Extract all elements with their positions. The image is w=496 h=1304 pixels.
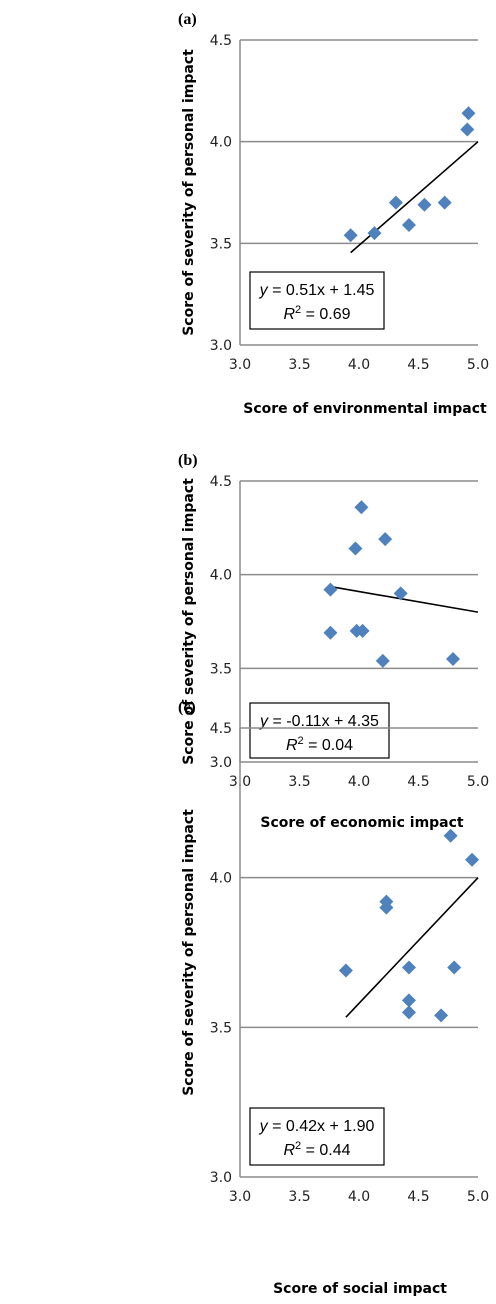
panel-label: (b): [178, 452, 198, 469]
x-tick-label: 4.0: [348, 357, 370, 373]
y-tick-label: 4.0: [210, 871, 232, 887]
x-tick-label: 4.0: [348, 1189, 370, 1205]
trendline: [350, 141, 479, 254]
data-point: [461, 106, 476, 121]
y-axis-label: Score of severity of personal impact: [181, 809, 197, 1096]
r-squared: R2 = 0.44: [283, 1140, 350, 1159]
data-point: [434, 1008, 449, 1023]
data-point: [323, 582, 338, 597]
equation-box: [249, 1107, 385, 1166]
chart-panel-1: 3.0 3.5 4.0 4.5 3.0 3.5 4.0 4.5 5.0 (a) Score of e…: [178, 11, 489, 417]
data-point: [417, 197, 432, 212]
equation-box: [249, 271, 385, 330]
x-tick-label: 3.0: [229, 357, 251, 373]
data-point: [437, 195, 452, 210]
x-axis-label: Score of environmental impact: [243, 401, 487, 417]
y-tick-label: 4.0: [210, 568, 232, 584]
y-tick-label: 4.5: [210, 33, 232, 49]
data-point: [401, 993, 416, 1008]
panel-label: (c): [178, 699, 196, 716]
data-point: [388, 195, 403, 210]
x-tick-label: 3.5: [288, 357, 310, 373]
data-point: [348, 541, 363, 556]
y-tick-label: 3.5: [210, 661, 232, 677]
x-tick-label: 3.5: [288, 1189, 310, 1205]
data-point: [460, 122, 475, 137]
regression-equation: y = -0.11x + 4.35: [259, 713, 379, 730]
chart-panel-3: 3.0 3.5 4.0 4.5 3.0 3.5 4.0 4.5 5.0 (c) Score of s…: [178, 699, 489, 1297]
y-tick-label: 4.0: [210, 135, 232, 151]
data-point: [378, 532, 393, 547]
trendline: [345, 877, 479, 1018]
data-point: [443, 828, 458, 843]
chart-panel-2: 3.03.54.04.53.0 3.5 4.0 4.5 5.0(b)Score of e…: [178, 452, 489, 831]
data-point: [343, 228, 358, 243]
data-point: [401, 1005, 416, 1020]
x-tick-label: 5.0: [467, 774, 489, 790]
data-point: [393, 586, 408, 601]
y-tick-label: 3.5: [210, 1020, 232, 1036]
data-point: [338, 963, 353, 978]
regression-equation: y = 0.42x + 1.90: [259, 1118, 375, 1135]
x-tick-label: 4.5: [407, 357, 429, 373]
data-point: [446, 651, 461, 666]
x-tick-label: 4.0: [348, 774, 370, 790]
x-axis-label: Score of economic impact: [260, 815, 464, 831]
data-point: [465, 852, 480, 867]
x-axis-label: Score of social impact: [273, 1281, 447, 1297]
r-squared: R2 = 0.04: [286, 735, 353, 754]
x-tick-label: 5.0: [467, 1189, 489, 1205]
data-point: [447, 960, 462, 975]
trendline: [330, 585, 479, 613]
data-point: [379, 900, 394, 915]
y-tick-label: 4.5: [210, 721, 232, 737]
data-point: [375, 653, 390, 668]
data-point: [354, 500, 369, 515]
regression-equation: y = 0.51x + 1.45: [259, 282, 375, 299]
data-point: [401, 960, 416, 975]
x-tick-label: 3.5: [288, 774, 310, 790]
data-point: [401, 218, 416, 233]
equation-box: [249, 702, 390, 759]
x-tick-label: 5.0: [467, 357, 489, 373]
panel-label: (a): [178, 11, 197, 28]
data-point: [367, 226, 382, 241]
r-squared: R2 = 0.69: [283, 304, 350, 323]
y-tick-label: 3.0: [210, 1170, 232, 1186]
x-tick-label: 3.0: [229, 1189, 251, 1205]
data-point: [355, 623, 370, 638]
y-tick-label: 4.5: [210, 474, 232, 490]
y-tick-label: 3.0: [210, 755, 232, 771]
x-tick-label: 4.5: [407, 774, 429, 790]
y-axis-label: Score of severity of personal impact: [181, 49, 197, 336]
y-axis-label: Score of severity of personal impact: [181, 478, 197, 765]
data-point: [323, 625, 338, 640]
x-tick-label: 4.5: [407, 1189, 429, 1205]
y-tick-label: 3.0: [210, 338, 232, 354]
y-tick-label: 3.5: [210, 236, 232, 252]
